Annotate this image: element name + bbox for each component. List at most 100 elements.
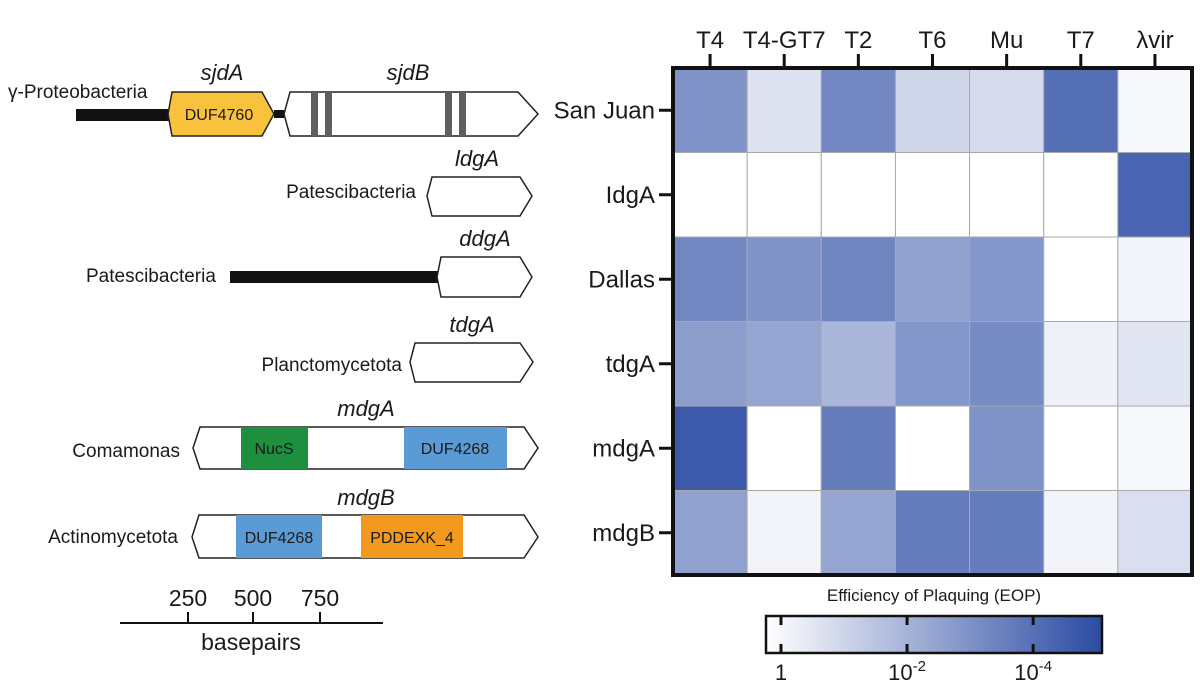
heatmap-cell xyxy=(672,405,748,491)
heatmap-cell xyxy=(746,236,822,322)
organism-label: Planctomycetota xyxy=(262,355,403,376)
organism-label: Patescibacteria xyxy=(86,266,216,287)
heatmap-cell xyxy=(746,152,822,238)
row-label: IdgA xyxy=(606,182,655,209)
gene-arrow-tdgA xyxy=(409,342,534,383)
column-label: λvir xyxy=(1136,27,1173,54)
heatmap-cell xyxy=(672,152,748,238)
heatmap-cell xyxy=(894,152,971,238)
colorbar-tick-label: 10-2 xyxy=(888,658,926,685)
column-label: T4-GT7 xyxy=(743,27,826,54)
operon-mdgB: Actinomycetota DUF4268 PDDEXK_4 mdgB xyxy=(48,485,539,559)
heatmap-cell xyxy=(969,152,1045,238)
heatmap-cell xyxy=(1117,152,1193,238)
gene-name: sjdA xyxy=(201,60,244,85)
operon-sjd: γ-Proteobacteria DUF4760 sjdA sjdB xyxy=(8,60,540,137)
heatmap-cell xyxy=(969,67,1045,153)
colorbar-tick-label: 10-4 xyxy=(1014,658,1052,685)
heatmap-cell xyxy=(969,490,1045,576)
domain-duf4268 xyxy=(404,427,507,469)
gene-name: mdgB xyxy=(337,485,394,510)
heatmap-cell xyxy=(1117,236,1193,322)
heatmap-cell xyxy=(894,321,971,407)
heatmap-cell xyxy=(1117,405,1193,491)
domain-label: NucS xyxy=(254,441,293,458)
heatmap-cell xyxy=(746,490,822,576)
colorbar-tick-label: 1 xyxy=(775,660,787,685)
gene-arrow-ddgA xyxy=(436,256,533,298)
heatmap-cell xyxy=(894,236,971,322)
repeat-bar xyxy=(459,92,466,136)
gene-arrow-sjdB xyxy=(283,91,540,137)
gene-name: sjdB xyxy=(387,60,430,85)
domain-duf4268 xyxy=(236,515,322,558)
heatmap-cell xyxy=(1117,321,1193,407)
gene-panel: γ-Proteobacteria DUF4760 sjdA sjdB Pates… xyxy=(8,60,540,655)
scale-bar: 250 500 750 basepairs xyxy=(120,585,383,655)
heatmap-cell xyxy=(969,236,1045,322)
heatmap-cell xyxy=(672,67,748,153)
row-label: Dallas xyxy=(588,266,655,293)
heatmap-cell xyxy=(820,405,896,491)
row-label: San Juan xyxy=(554,97,655,124)
gene-arrow-sjdA xyxy=(167,91,275,137)
colorbar: Efficiency of Plaquing (EOP) 1 10-2 10-4 xyxy=(764,586,1104,685)
heatmap-cell xyxy=(820,321,896,407)
heatmap-cell xyxy=(820,490,896,576)
row-label: mdgA xyxy=(592,435,655,462)
organism-label: Comamonas xyxy=(72,441,180,462)
gene-name: ldgA xyxy=(455,146,499,171)
heatmap-cell xyxy=(746,321,822,407)
organism-label: Patescibacteria xyxy=(286,182,416,203)
row-label: tdgA xyxy=(606,351,655,378)
domain-pddexk4 xyxy=(361,515,463,558)
heatmap-cell xyxy=(1043,490,1119,576)
organism-label: γ-Proteobacteria xyxy=(8,82,148,103)
heatmap-cell xyxy=(1043,152,1119,238)
heatmap-cell xyxy=(672,490,748,576)
gene-arrow-ldgA xyxy=(426,176,533,217)
heatmap-cell xyxy=(1043,405,1119,491)
domain-label: PDDEXK_4 xyxy=(370,530,454,547)
gene-name: mdgA xyxy=(337,396,394,421)
operon-tdg: Planctomycetota tdgA xyxy=(262,312,534,383)
domain-label: DUF4268 xyxy=(421,441,490,458)
colorbar-title: Efficiency of Plaquing (EOP) xyxy=(827,586,1041,605)
operon-ldg: Patescibacteria ldgA xyxy=(286,146,533,217)
column-label: Mu xyxy=(990,27,1023,54)
contig-line xyxy=(76,109,171,121)
gene-name: tdgA xyxy=(449,312,494,337)
domain-label: DUF4760 xyxy=(185,107,254,124)
repeat-bar xyxy=(325,92,332,136)
column-label: T6 xyxy=(918,27,946,54)
row-label: mdgB xyxy=(592,520,655,547)
contig-line xyxy=(230,271,440,283)
colorbar-gradient xyxy=(764,614,1104,655)
repeat-bar xyxy=(445,92,452,136)
heatmap-cell xyxy=(894,490,971,576)
scale-tick-label: 500 xyxy=(234,585,272,611)
heatmap-cell xyxy=(746,405,822,491)
heatmap-cell xyxy=(820,236,896,322)
column-label: T4 xyxy=(696,27,724,54)
heatmap: T4 T4-GT7 T2 T6 Mu T7 λvir San Juan IdgA Dallas td… xyxy=(554,27,1194,577)
scale-unit-label: basepairs xyxy=(201,629,301,655)
domain-nucs xyxy=(241,427,308,469)
heatmap-cell xyxy=(746,67,822,153)
column-label: T7 xyxy=(1067,27,1095,54)
heatmap-cell xyxy=(969,405,1045,491)
organism-label: Actinomycetota xyxy=(48,527,178,548)
heatmap-cell xyxy=(1043,67,1119,153)
domain-label: DUF4268 xyxy=(245,530,314,547)
heatmap-cell xyxy=(820,67,896,153)
heatmap-cell xyxy=(1117,490,1193,576)
heatmap-cell xyxy=(672,321,748,407)
heatmap-cell xyxy=(820,152,896,238)
scale-tick-label: 750 xyxy=(301,585,339,611)
operon-mdgA: Comamonas NucS DUF4268 mdgA xyxy=(72,396,539,470)
heatmap-cell xyxy=(672,236,748,322)
scale-tick-label: 250 xyxy=(169,585,207,611)
heatmap-cell xyxy=(894,67,971,153)
column-label: T2 xyxy=(844,27,872,54)
